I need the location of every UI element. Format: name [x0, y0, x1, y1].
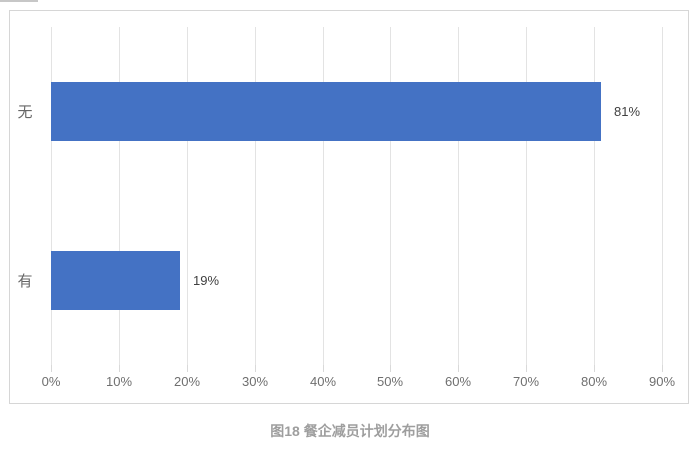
- page-edge-artifact: [0, 0, 38, 2]
- figure-caption: 图18 餐企减员计划分布图: [270, 423, 430, 439]
- x-axis-tick-label: 20%: [173, 374, 201, 389]
- x-axis-tick-mark: [255, 365, 256, 372]
- x-axis-tick-label: 30%: [241, 374, 269, 389]
- x-axis-tick-mark: [187, 365, 188, 372]
- gridline: [594, 27, 595, 365]
- gridline: [323, 27, 324, 365]
- category-label: 有: [17, 273, 33, 290]
- x-axis-tick-label: 10%: [105, 374, 133, 389]
- x-axis-tick-label: 0%: [41, 374, 61, 389]
- x-axis-tick-mark: [526, 365, 527, 372]
- chart-frame: [9, 10, 689, 404]
- x-axis-tick-label: 80%: [580, 374, 608, 389]
- gridline: [255, 27, 256, 365]
- bar: [51, 251, 180, 310]
- gridline: [458, 27, 459, 365]
- x-axis-tick-label: 60%: [444, 374, 472, 389]
- gridline: [662, 27, 663, 365]
- x-axis-tick-mark: [51, 365, 52, 372]
- x-axis-tick-mark: [594, 365, 595, 372]
- gridline: [119, 27, 120, 365]
- x-axis-tick-label: 70%: [512, 374, 540, 389]
- x-axis-tick-label: 50%: [376, 374, 404, 389]
- value-label: 19%: [193, 273, 220, 288]
- x-axis-tick-mark: [119, 365, 120, 372]
- x-axis-tick-label: 40%: [309, 374, 337, 389]
- x-axis-tick-label: 90%: [648, 374, 676, 389]
- category-label: 无: [17, 104, 33, 121]
- x-axis-tick-mark: [323, 365, 324, 372]
- bar: [51, 82, 601, 141]
- x-axis-tick-mark: [458, 365, 459, 372]
- gridline: [51, 27, 52, 365]
- x-axis-tick-mark: [390, 365, 391, 372]
- x-axis-tick-mark: [662, 365, 663, 372]
- gridline: [187, 27, 188, 365]
- value-label: 81%: [614, 104, 641, 119]
- plot-area: 0% 10% 20% 30% 40% 50% 60% 70% 80% 90% 无 81% 有 19%: [17, 27, 675, 389]
- gridline: [390, 27, 391, 365]
- gridline: [526, 27, 527, 365]
